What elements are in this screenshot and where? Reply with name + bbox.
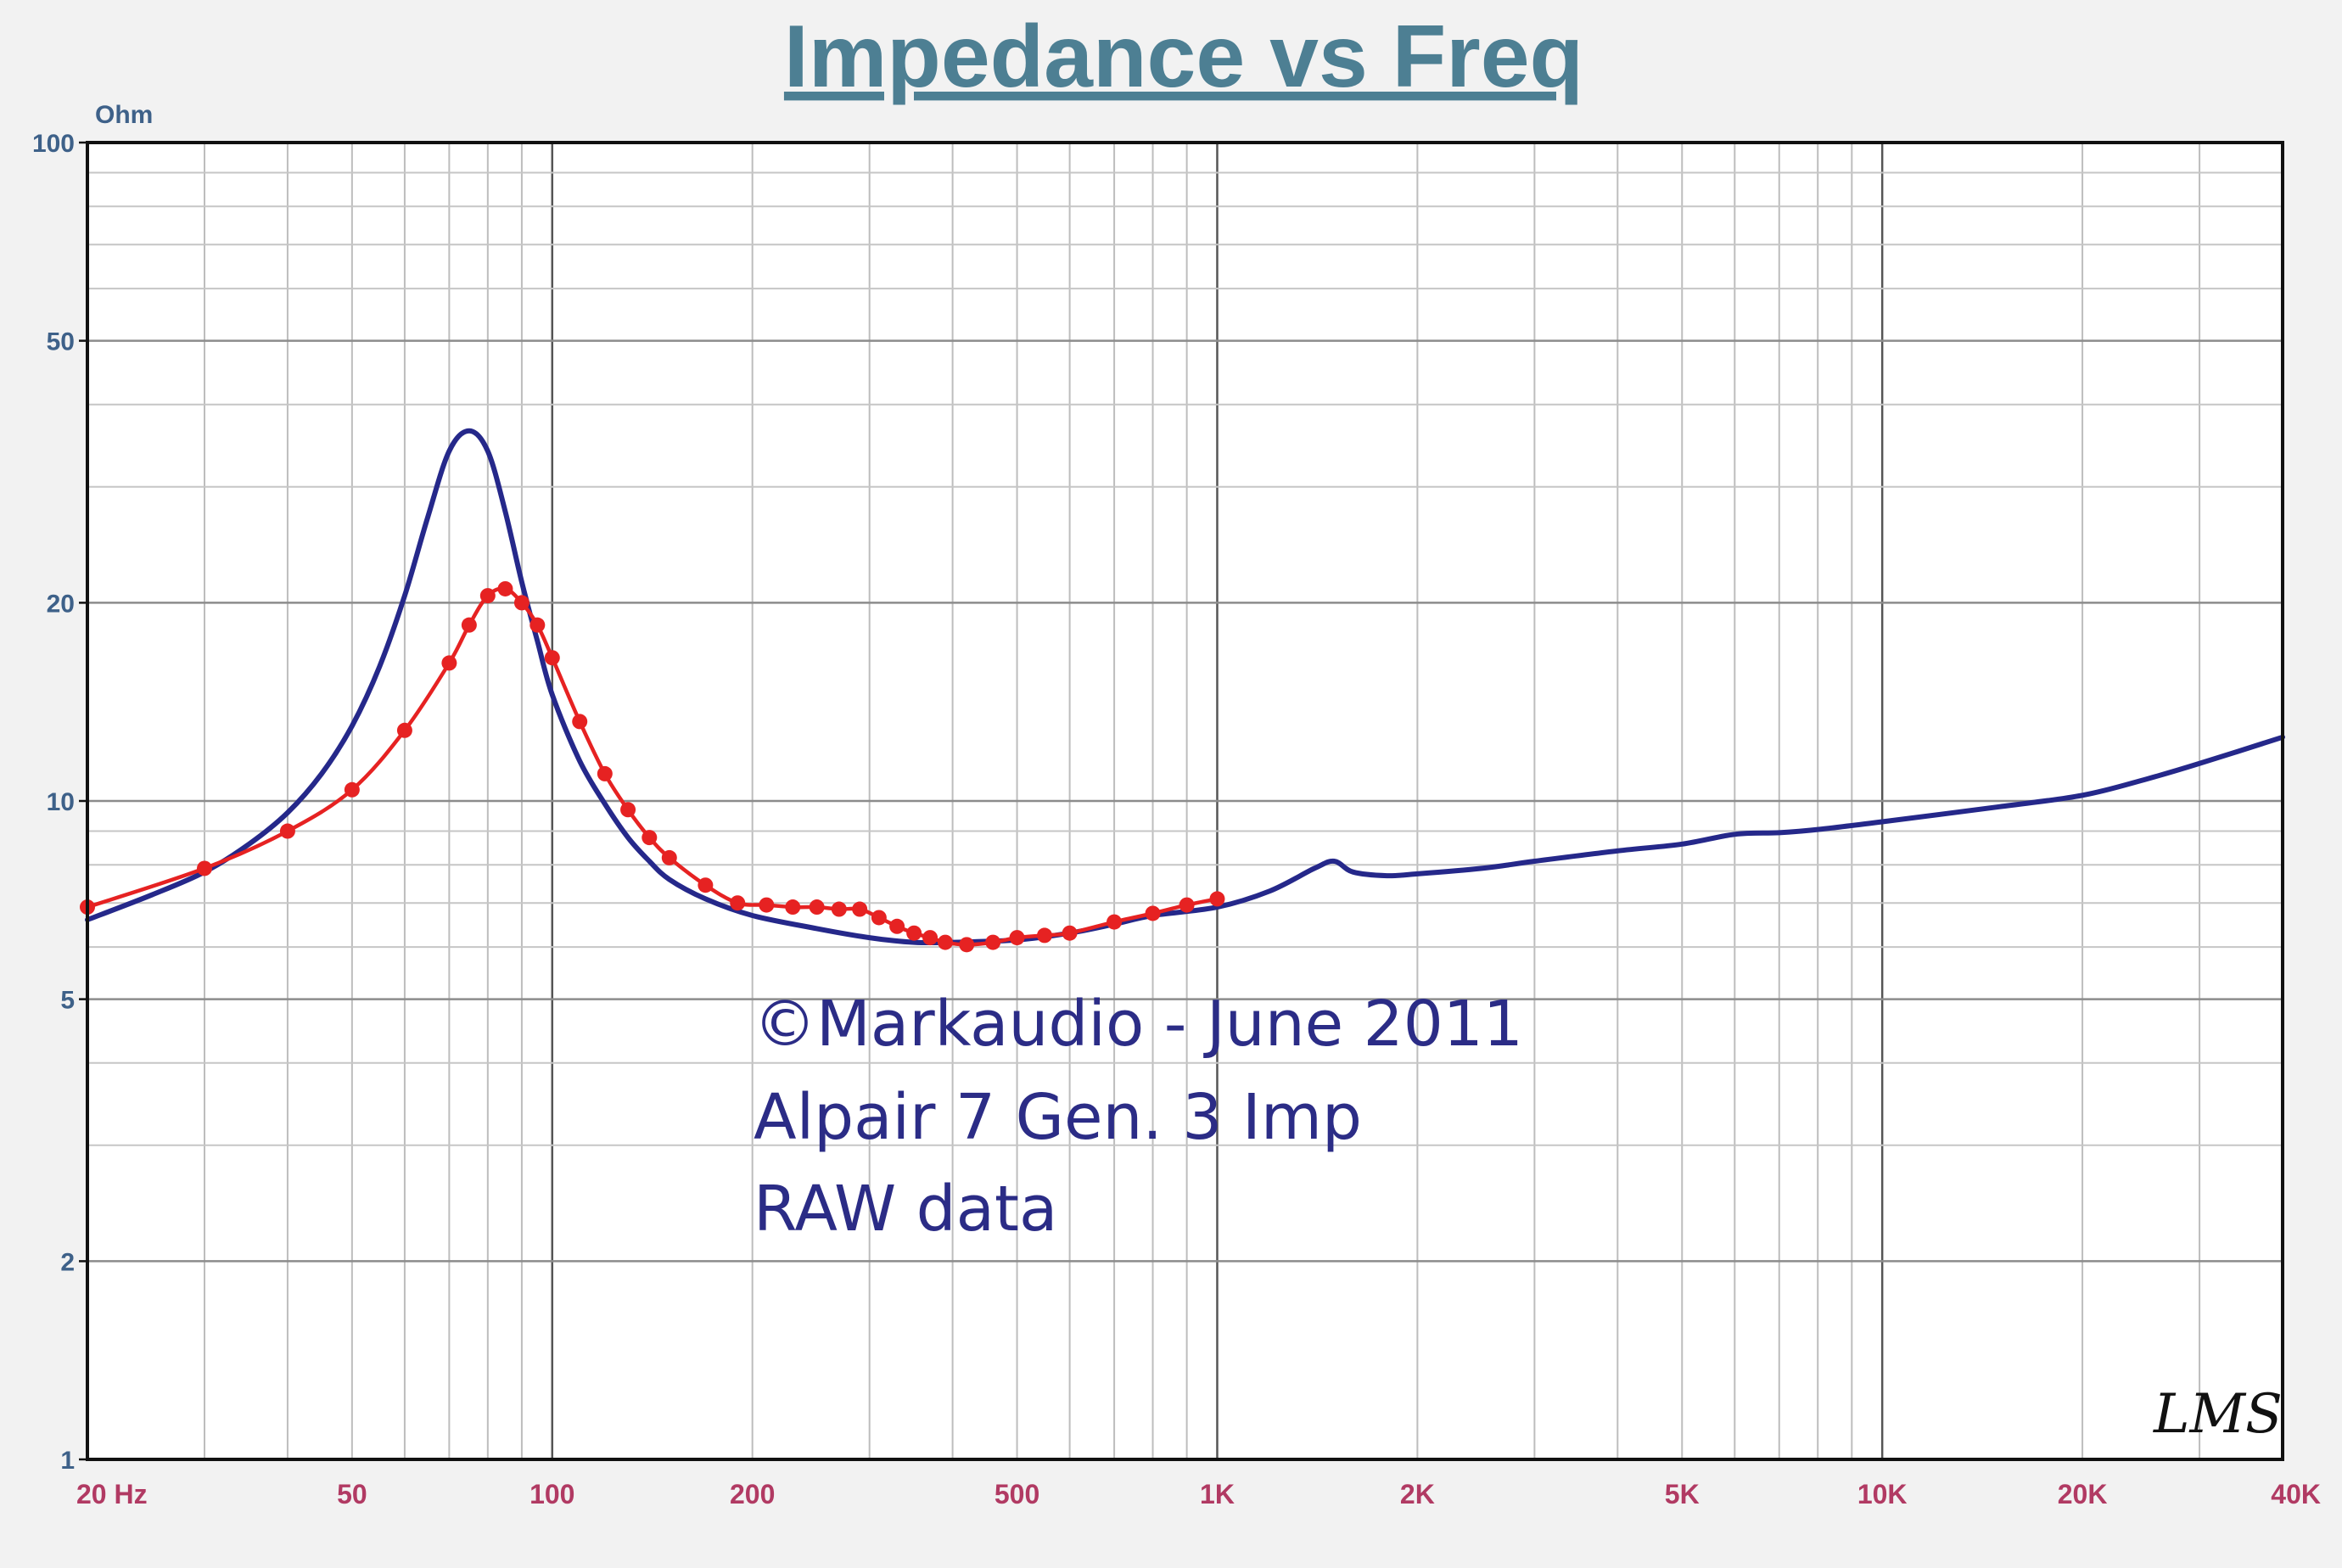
y-tick-label: 1 xyxy=(60,1447,75,1475)
x-tick-label: 2K xyxy=(1400,1479,1435,1509)
annotation-data-type: RAW data xyxy=(754,1173,1057,1246)
series-2-point xyxy=(344,781,360,798)
annotation-model: Alpair 7 Gen. 3 Imp xyxy=(754,1081,1362,1154)
series-2-point xyxy=(197,860,213,876)
x-tick-label: 100 xyxy=(529,1479,574,1509)
series-2-point xyxy=(1145,905,1161,921)
series-2-point xyxy=(831,901,847,917)
x-tick-label: 1K xyxy=(1200,1479,1235,1509)
data-series xyxy=(80,428,2285,953)
series-2-point xyxy=(661,849,677,865)
series-2-point xyxy=(759,897,775,913)
series-2-point xyxy=(1009,930,1025,946)
x-tick-label: 5K xyxy=(1665,1479,1700,1509)
series-2-point xyxy=(279,823,295,839)
series-2-point xyxy=(852,901,868,917)
x-axis-tick-labels: 20 Hz 50 100 200 500 1K 2K 5K 10K 20K 40K xyxy=(76,1479,2321,1509)
series-2-point xyxy=(871,910,887,926)
y-tick-label: 2 xyxy=(60,1248,75,1276)
series-2-point xyxy=(698,877,714,893)
series-2-point xyxy=(396,722,412,738)
x-tick-label: 200 xyxy=(730,1479,775,1509)
series-2 xyxy=(80,580,1225,953)
series-2-point xyxy=(597,765,613,781)
x-tick-label: 10K xyxy=(1857,1479,1908,1509)
x-tick-label: 20K xyxy=(2058,1479,2108,1509)
series-2-point xyxy=(1062,925,1078,941)
series-2-point xyxy=(985,934,1001,950)
y-axis-tick-labels: 100 50 20 10 5 2 1 xyxy=(32,130,87,1475)
y-tick-label: 100 xyxy=(32,130,75,158)
series-2-point xyxy=(959,937,975,953)
series-2-point xyxy=(1209,891,1225,907)
series-2-point xyxy=(642,830,658,846)
series-2-point xyxy=(544,650,560,666)
series-2-point xyxy=(937,934,953,950)
series-2-point xyxy=(906,925,922,941)
series-2-point xyxy=(620,802,636,818)
series-2-point xyxy=(785,899,801,916)
annotation-block: ©Markaudio - June 2011 Alpair 7 Gen. 3 I… xyxy=(754,988,1523,1246)
x-tick-label: 500 xyxy=(995,1479,1039,1509)
series-2-point xyxy=(922,930,938,946)
series-1 xyxy=(85,428,2285,946)
y-tick-label: 20 xyxy=(47,590,75,618)
lms-logo: LMS xyxy=(2153,1383,2283,1446)
series-2-point xyxy=(1179,897,1195,913)
series-1-line xyxy=(85,428,2285,946)
series-2-point xyxy=(572,714,588,730)
chart-title: Impedance vs Freq xyxy=(784,8,1583,106)
grid-lines xyxy=(87,143,2283,1459)
series-2-point xyxy=(1036,927,1052,944)
plot-frame xyxy=(86,141,2284,1461)
y-axis-unit-label: Ohm xyxy=(95,101,153,129)
series-2-point xyxy=(809,899,825,916)
series-2-point xyxy=(441,655,457,671)
series-2-point xyxy=(497,580,513,596)
series-2-point xyxy=(513,595,529,611)
series-2-point xyxy=(529,617,546,633)
x-tick-label: 20 Hz xyxy=(76,1479,148,1509)
y-tick-label: 5 xyxy=(60,987,75,1015)
annotation-copyright: ©Markaudio - June 2011 xyxy=(754,988,1523,1061)
series-2-point xyxy=(479,588,496,604)
series-2-point xyxy=(730,895,746,911)
series-2-point xyxy=(1107,914,1123,930)
y-tick-label: 10 xyxy=(47,788,75,816)
y-tick-label: 50 xyxy=(47,328,75,356)
x-tick-label: 40K xyxy=(2271,1479,2321,1509)
series-2-point xyxy=(461,617,477,633)
x-tick-label: 50 xyxy=(337,1479,367,1509)
series-2-point xyxy=(889,918,905,934)
